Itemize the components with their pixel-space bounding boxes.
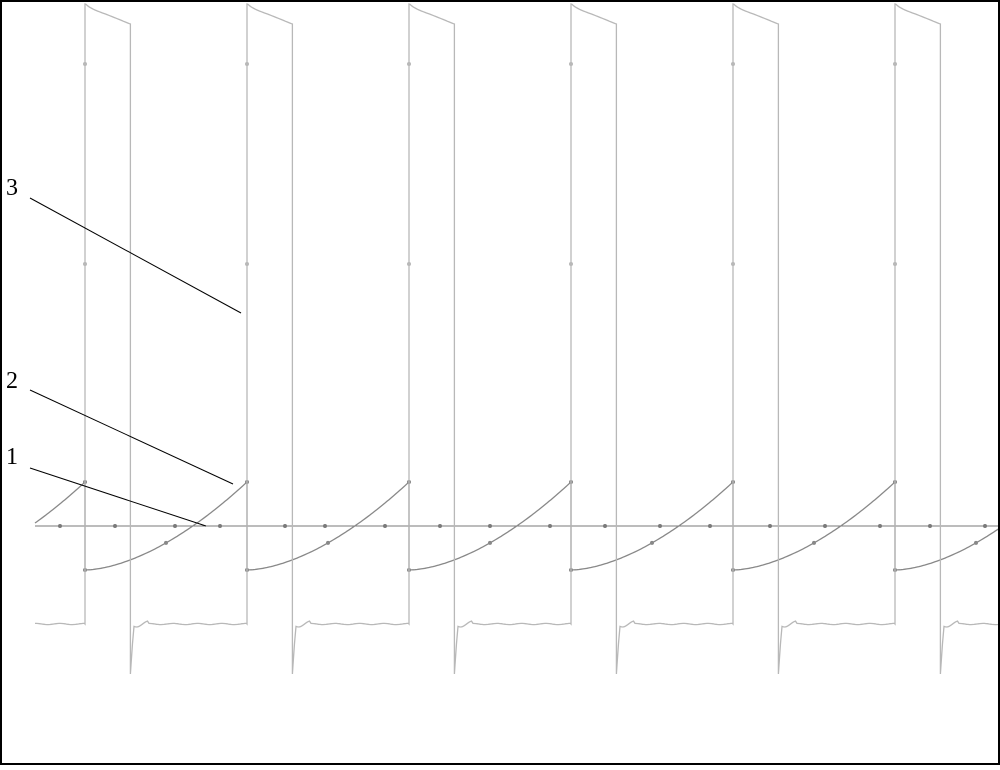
oscilloscope-plot (0, 0, 1000, 765)
annotation-label-2: 2 (6, 368, 18, 395)
annotation-label-1: 1 (6, 444, 18, 471)
annotation-label-3: 3 (6, 175, 18, 202)
